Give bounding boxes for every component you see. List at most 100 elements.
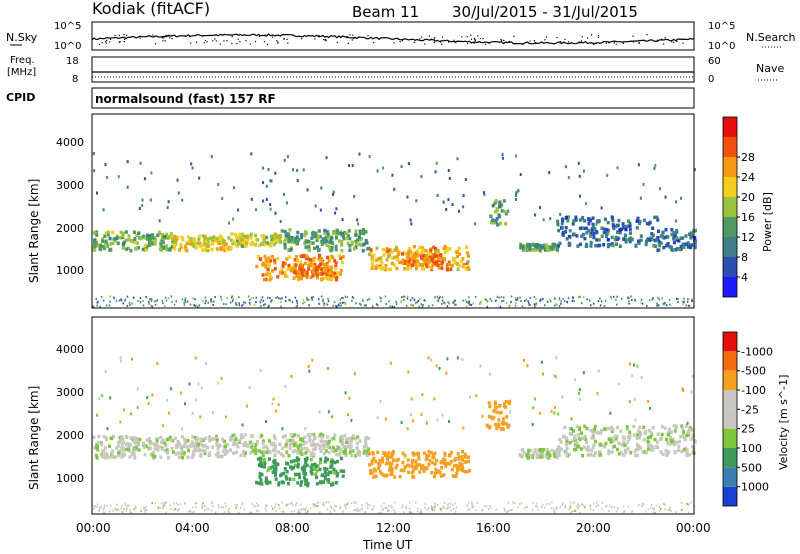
scatter-cell [151,454,155,458]
scatter-cell [550,448,554,453]
ground-scatter-cell [613,506,615,509]
scatter-cell [126,447,130,451]
scatter-cell [325,263,329,267]
ground-scatter-cell [418,305,420,308]
scatter-cell [456,452,460,456]
scatter-cell [177,455,181,459]
scatter-cell [436,252,440,256]
scatter-cell [600,226,604,230]
scatter-cell [304,440,308,445]
ground-scatter-cell [432,506,435,509]
ground-scatter-cell [416,510,419,513]
scatter-cell [128,443,132,447]
ground-scatter-cell [96,304,98,307]
ground-scatter-cell [434,502,436,505]
noise-cell [659,187,662,191]
ground-scatter-cell [212,303,214,306]
scatter-cell [597,238,601,242]
scatter-cell [175,445,179,450]
scatter-cell [492,415,496,420]
scatter-cell [266,267,270,272]
scatter-cell [447,260,451,265]
ground-scatter-cell [270,504,273,507]
scatter-cell [113,455,117,459]
scatter-cell [246,444,250,449]
nsearch-dot [430,38,432,40]
ground-scatter-cell [509,509,511,512]
ground-scatter-cell [255,301,257,303]
scatter-cell [607,451,611,456]
scatter-cell [453,256,457,261]
ground-scatter-cell [668,298,671,301]
noise-cell [384,417,387,421]
scatter-cell [132,230,136,234]
scatter-cell [351,449,355,453]
ground-scatter-cell [664,503,666,506]
noise-cell [489,425,492,429]
ground-scatter-cell [453,507,455,510]
scatter-cell [305,254,309,258]
scatter-cell [264,444,268,449]
x-tick-2: 08:00 [275,521,310,535]
noise-cell [283,158,286,162]
scatter-cell [238,242,242,246]
nsearch-dot [353,38,355,40]
scatter-cell [267,466,271,471]
scatter-cell [318,467,322,472]
scatter-cell [212,235,216,239]
scatter-cell [594,243,598,248]
scatter-cell [566,219,570,223]
scatter-cell [629,450,633,455]
ground-scatter-cell [202,502,204,505]
noise-cell [353,372,356,376]
ground-scatter-cell [546,300,549,303]
ground-scatter-cell [559,505,562,508]
scatter-cell [618,231,622,235]
ground-scatter-cell [137,299,139,302]
scatter-cell [693,236,697,240]
scatter-cell [172,243,176,247]
colorbar-swatch [723,237,737,257]
nsearch-dot [109,41,111,43]
scatter-cell [558,447,562,451]
scatter-cell [313,462,317,467]
scatter-cell [392,263,396,267]
scatter-cell [319,432,323,437]
ground-scatter-cell [351,295,354,298]
scatter-cell [328,240,332,244]
ground-scatter-cell [224,502,227,505]
scatter-cell [409,250,413,254]
scatter-cell [327,269,330,273]
ground-scatter-cell [192,297,194,300]
noise-cell [433,397,436,401]
power-ytick-1000: 1000 [56,264,84,277]
scatter-cell [343,433,347,438]
scatter-cell [341,255,345,259]
ground-scatter-cell [564,505,566,508]
scatter-cell [352,247,356,251]
ground-scatter-cell [98,508,101,511]
scatter-cell [621,222,625,226]
scatter-cell [574,215,578,219]
ground-scatter-cell [289,299,291,302]
scatter-cell [337,231,341,235]
ground-scatter-cell [263,304,265,307]
ground-scatter-cell [572,509,574,512]
colorbar-swatch [723,217,737,237]
scatter-cell [285,274,289,279]
scatter-cell [355,242,358,246]
noise-cell [425,421,428,425]
scatter-cell [408,257,412,262]
scatter-cell [454,474,458,478]
ground-scatter-cell [611,506,613,509]
scatter-cell [283,271,287,275]
noise-cell [597,369,600,373]
ground-scatter-cell [527,300,529,303]
scatter-cell [303,271,307,275]
scatter-cell [431,460,435,465]
scatter-cell [268,278,272,282]
scatter-cell [585,231,589,235]
ground-scatter-cell [155,300,157,303]
ground-scatter-cell [420,303,423,306]
scatter-cell [458,252,462,256]
